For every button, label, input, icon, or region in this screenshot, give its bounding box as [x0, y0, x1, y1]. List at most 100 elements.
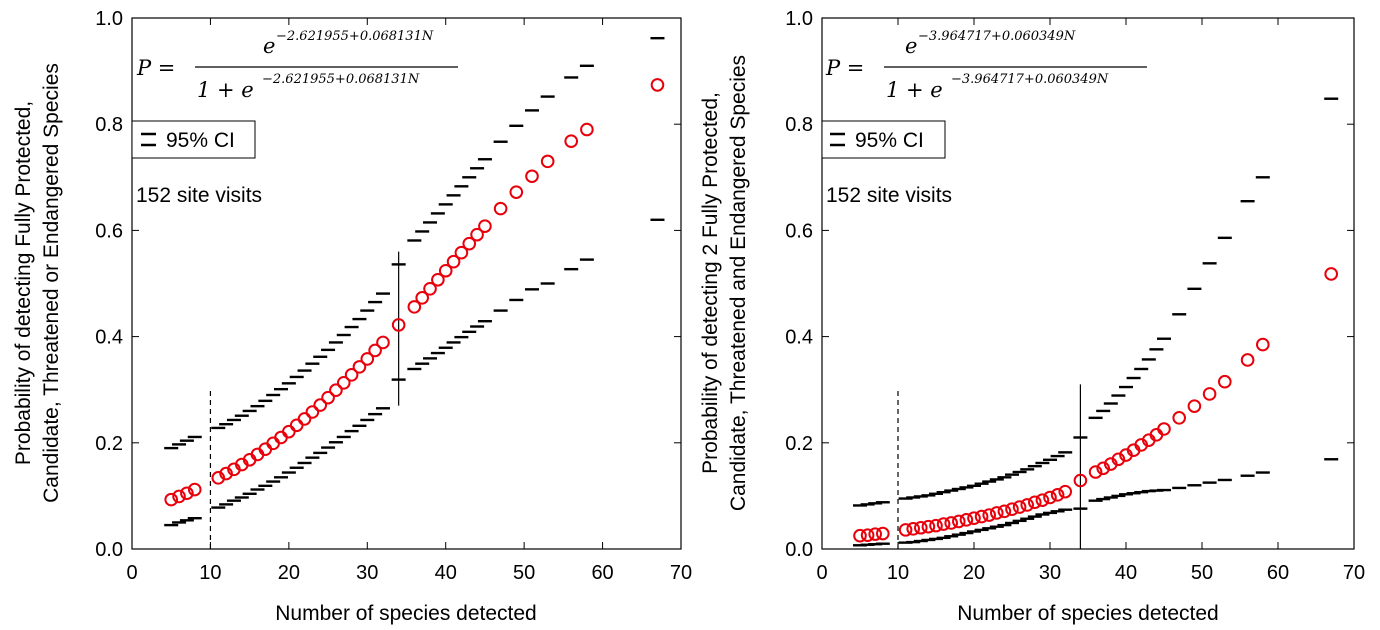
x-axis-title: Number of species detected — [957, 602, 1218, 625]
x-tick-label: 40 — [435, 562, 457, 584]
site-visits-annotation: 152 site visits — [136, 184, 262, 207]
y-tick-label: 0.6 — [95, 220, 123, 242]
probability-point — [454, 245, 469, 260]
legend-label: 95% CI — [166, 129, 235, 152]
probability-point — [407, 300, 422, 314]
x-tick-label: 70 — [670, 562, 692, 584]
probability-point — [187, 482, 202, 497]
y-tick-label: 0.4 — [785, 327, 813, 349]
probability-point — [1157, 422, 1171, 436]
probability-point — [1218, 374, 1232, 389]
probability-point — [164, 492, 179, 507]
formula-lhs: P = — [825, 56, 864, 80]
probability-point — [525, 169, 539, 184]
x-tick-label: 20 — [278, 562, 300, 584]
x-tick-label: 0 — [126, 562, 137, 584]
probability-point — [906, 522, 921, 536]
probability-point — [211, 471, 226, 485]
legend-box — [821, 120, 946, 159]
formula-denominator-prefix: 1 + e — [197, 78, 254, 102]
probability-point — [650, 78, 665, 92]
probability-point — [1240, 353, 1255, 367]
probability-point — [929, 518, 943, 533]
probability-point — [1202, 387, 1217, 401]
probability-point — [914, 520, 928, 535]
probability-point — [1073, 473, 1088, 488]
x-tick-label: 30 — [1039, 562, 1061, 584]
x-tick-label: 10 — [887, 562, 909, 584]
x-axis-ticks: 0 10 20 30 40 50 60 70 — [126, 18, 692, 584]
reference-lines — [209, 251, 400, 549]
y-tick-label: 0.2 — [785, 433, 813, 455]
y-tick-label: 0.4 — [95, 327, 123, 349]
plot-frame — [131, 17, 682, 550]
probability-point — [898, 523, 913, 537]
y-tick-label: 0.8 — [95, 114, 123, 136]
probability-point — [860, 528, 875, 542]
y-axis-ticks: 0.0 0.2 0.4 0.6 0.8 1.0 — [785, 8, 1354, 561]
y-tick-label: 0.0 — [95, 539, 123, 561]
probability-point — [415, 291, 429, 305]
ci-bounds — [853, 97, 1339, 547]
x-tick-label: 50 — [1191, 562, 1213, 584]
legend-label: 95% CI — [855, 129, 924, 152]
formula-denominator-prefix: 1 + e — [886, 78, 943, 102]
probability-point — [1043, 490, 1057, 505]
y-tick-label: 0.8 — [785, 114, 813, 136]
probability-point — [540, 154, 555, 169]
legend-box — [131, 120, 256, 159]
probability-point — [438, 263, 453, 278]
probability-point — [1005, 502, 1019, 516]
probability-point — [868, 527, 883, 541]
x-tick-label: 70 — [1343, 562, 1365, 584]
probability-point — [352, 360, 367, 374]
y-axis-title-line2: Candidate, Threatened or Endangered Spec… — [40, 63, 63, 503]
formula-numerator-exponent: −2.621955+0.068131N — [276, 29, 434, 44]
probability-point — [478, 219, 492, 233]
formula-denominator-exponent: −3.964717+0.060349N — [951, 72, 1109, 87]
probability-point — [1111, 452, 1126, 467]
probability-point — [1324, 267, 1338, 281]
y-axis-title-line1: Probability of detecting Fully Protected… — [12, 101, 35, 465]
formula-numerator-base: e — [905, 34, 917, 58]
legend-ci-icon — [141, 132, 156, 147]
probability-point — [1088, 465, 1103, 479]
formula-numerator-exponent: −3.964717+0.060349N — [918, 29, 1076, 44]
y-tick-label: 0.2 — [95, 433, 123, 455]
probability-point — [289, 418, 304, 433]
y-tick-label: 0.0 — [785, 539, 813, 561]
x-axis-ticks: 0 10 20 30 40 50 60 70 — [816, 18, 1365, 584]
probability-point — [180, 486, 194, 501]
probability-point — [982, 508, 997, 522]
x-tick-label: 40 — [1115, 562, 1137, 584]
x-tick-label: 30 — [356, 562, 378, 584]
legend: 95% CI — [131, 120, 256, 159]
y-axis-title-line2: Candidate, Threatened and Endangered Spe… — [727, 55, 750, 511]
probability-point — [1050, 488, 1065, 502]
probability-point — [1096, 461, 1110, 476]
probability-point — [509, 185, 524, 199]
probability-point — [329, 383, 343, 398]
probability-point — [1172, 411, 1186, 425]
legend-ci-icon — [830, 132, 845, 147]
probability-point — [1058, 484, 1072, 499]
probability-point — [470, 227, 484, 242]
probability-point — [974, 509, 989, 524]
probability-point — [564, 134, 579, 148]
reference-lines — [897, 384, 1082, 549]
probability-point — [959, 512, 974, 527]
probability-point — [172, 489, 186, 504]
probability-points — [164, 78, 665, 507]
probability-point — [423, 282, 437, 296]
probability-point — [431, 272, 445, 287]
x-tick-label: 20 — [963, 562, 985, 584]
formula-denominator-exponent: −2.621955+0.068131N — [262, 72, 420, 87]
probability-point — [391, 318, 406, 332]
probability-point — [990, 506, 1004, 520]
probability-point — [305, 405, 320, 419]
probability-point — [1020, 498, 1034, 512]
probability-point — [1028, 495, 1042, 510]
probability-point — [1012, 500, 1027, 514]
x-tick-label: 60 — [591, 562, 613, 584]
